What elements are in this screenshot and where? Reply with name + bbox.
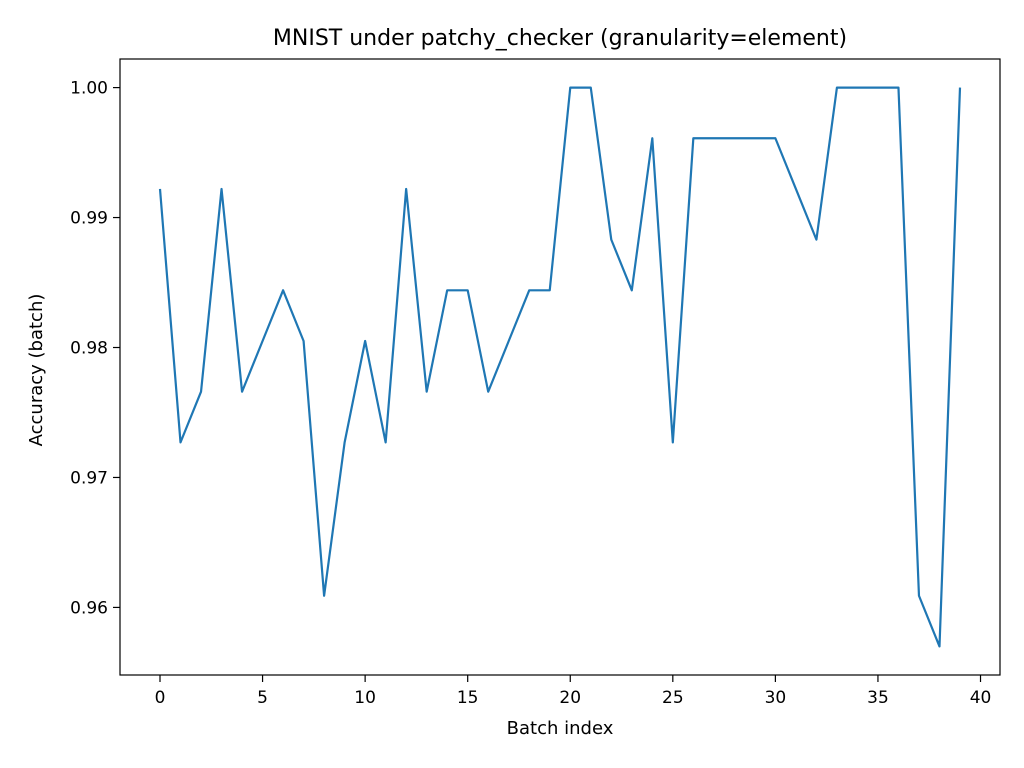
x-tick-label: 20: [559, 688, 581, 708]
y-axis: 0.96 0.97 0.98 0.99 1.00: [70, 79, 120, 618]
x-tick-label: 35: [867, 688, 889, 708]
x-tick-label: 0: [155, 688, 166, 708]
x-axis-label: Batch index: [507, 718, 614, 739]
y-tick-label: 1.00: [70, 79, 108, 99]
x-tick-label: 5: [257, 688, 268, 708]
x-tick-label: 25: [662, 688, 684, 708]
x-tick-label: 10: [354, 688, 376, 708]
y-axis-label: Accuracy (batch): [26, 294, 47, 447]
plot-frame: [119, 58, 1001, 676]
x-tick-label: 40: [970, 688, 992, 708]
y-tick-label: 0.99: [70, 209, 108, 229]
y-tick-label: 0.97: [70, 468, 108, 488]
chart-title: MNIST under patchy_checker (granularity=…: [273, 26, 847, 51]
series-line: [158, 86, 962, 648]
x-tick-label: 15: [457, 688, 479, 708]
x-axis: 0 5 10 15 20 25 30 35 40: [155, 675, 992, 708]
x-tick-label: 30: [765, 688, 787, 708]
y-tick-label: 0.98: [70, 339, 108, 359]
y-tick-label: 0.96: [70, 598, 108, 618]
plot-area: [158, 86, 962, 648]
